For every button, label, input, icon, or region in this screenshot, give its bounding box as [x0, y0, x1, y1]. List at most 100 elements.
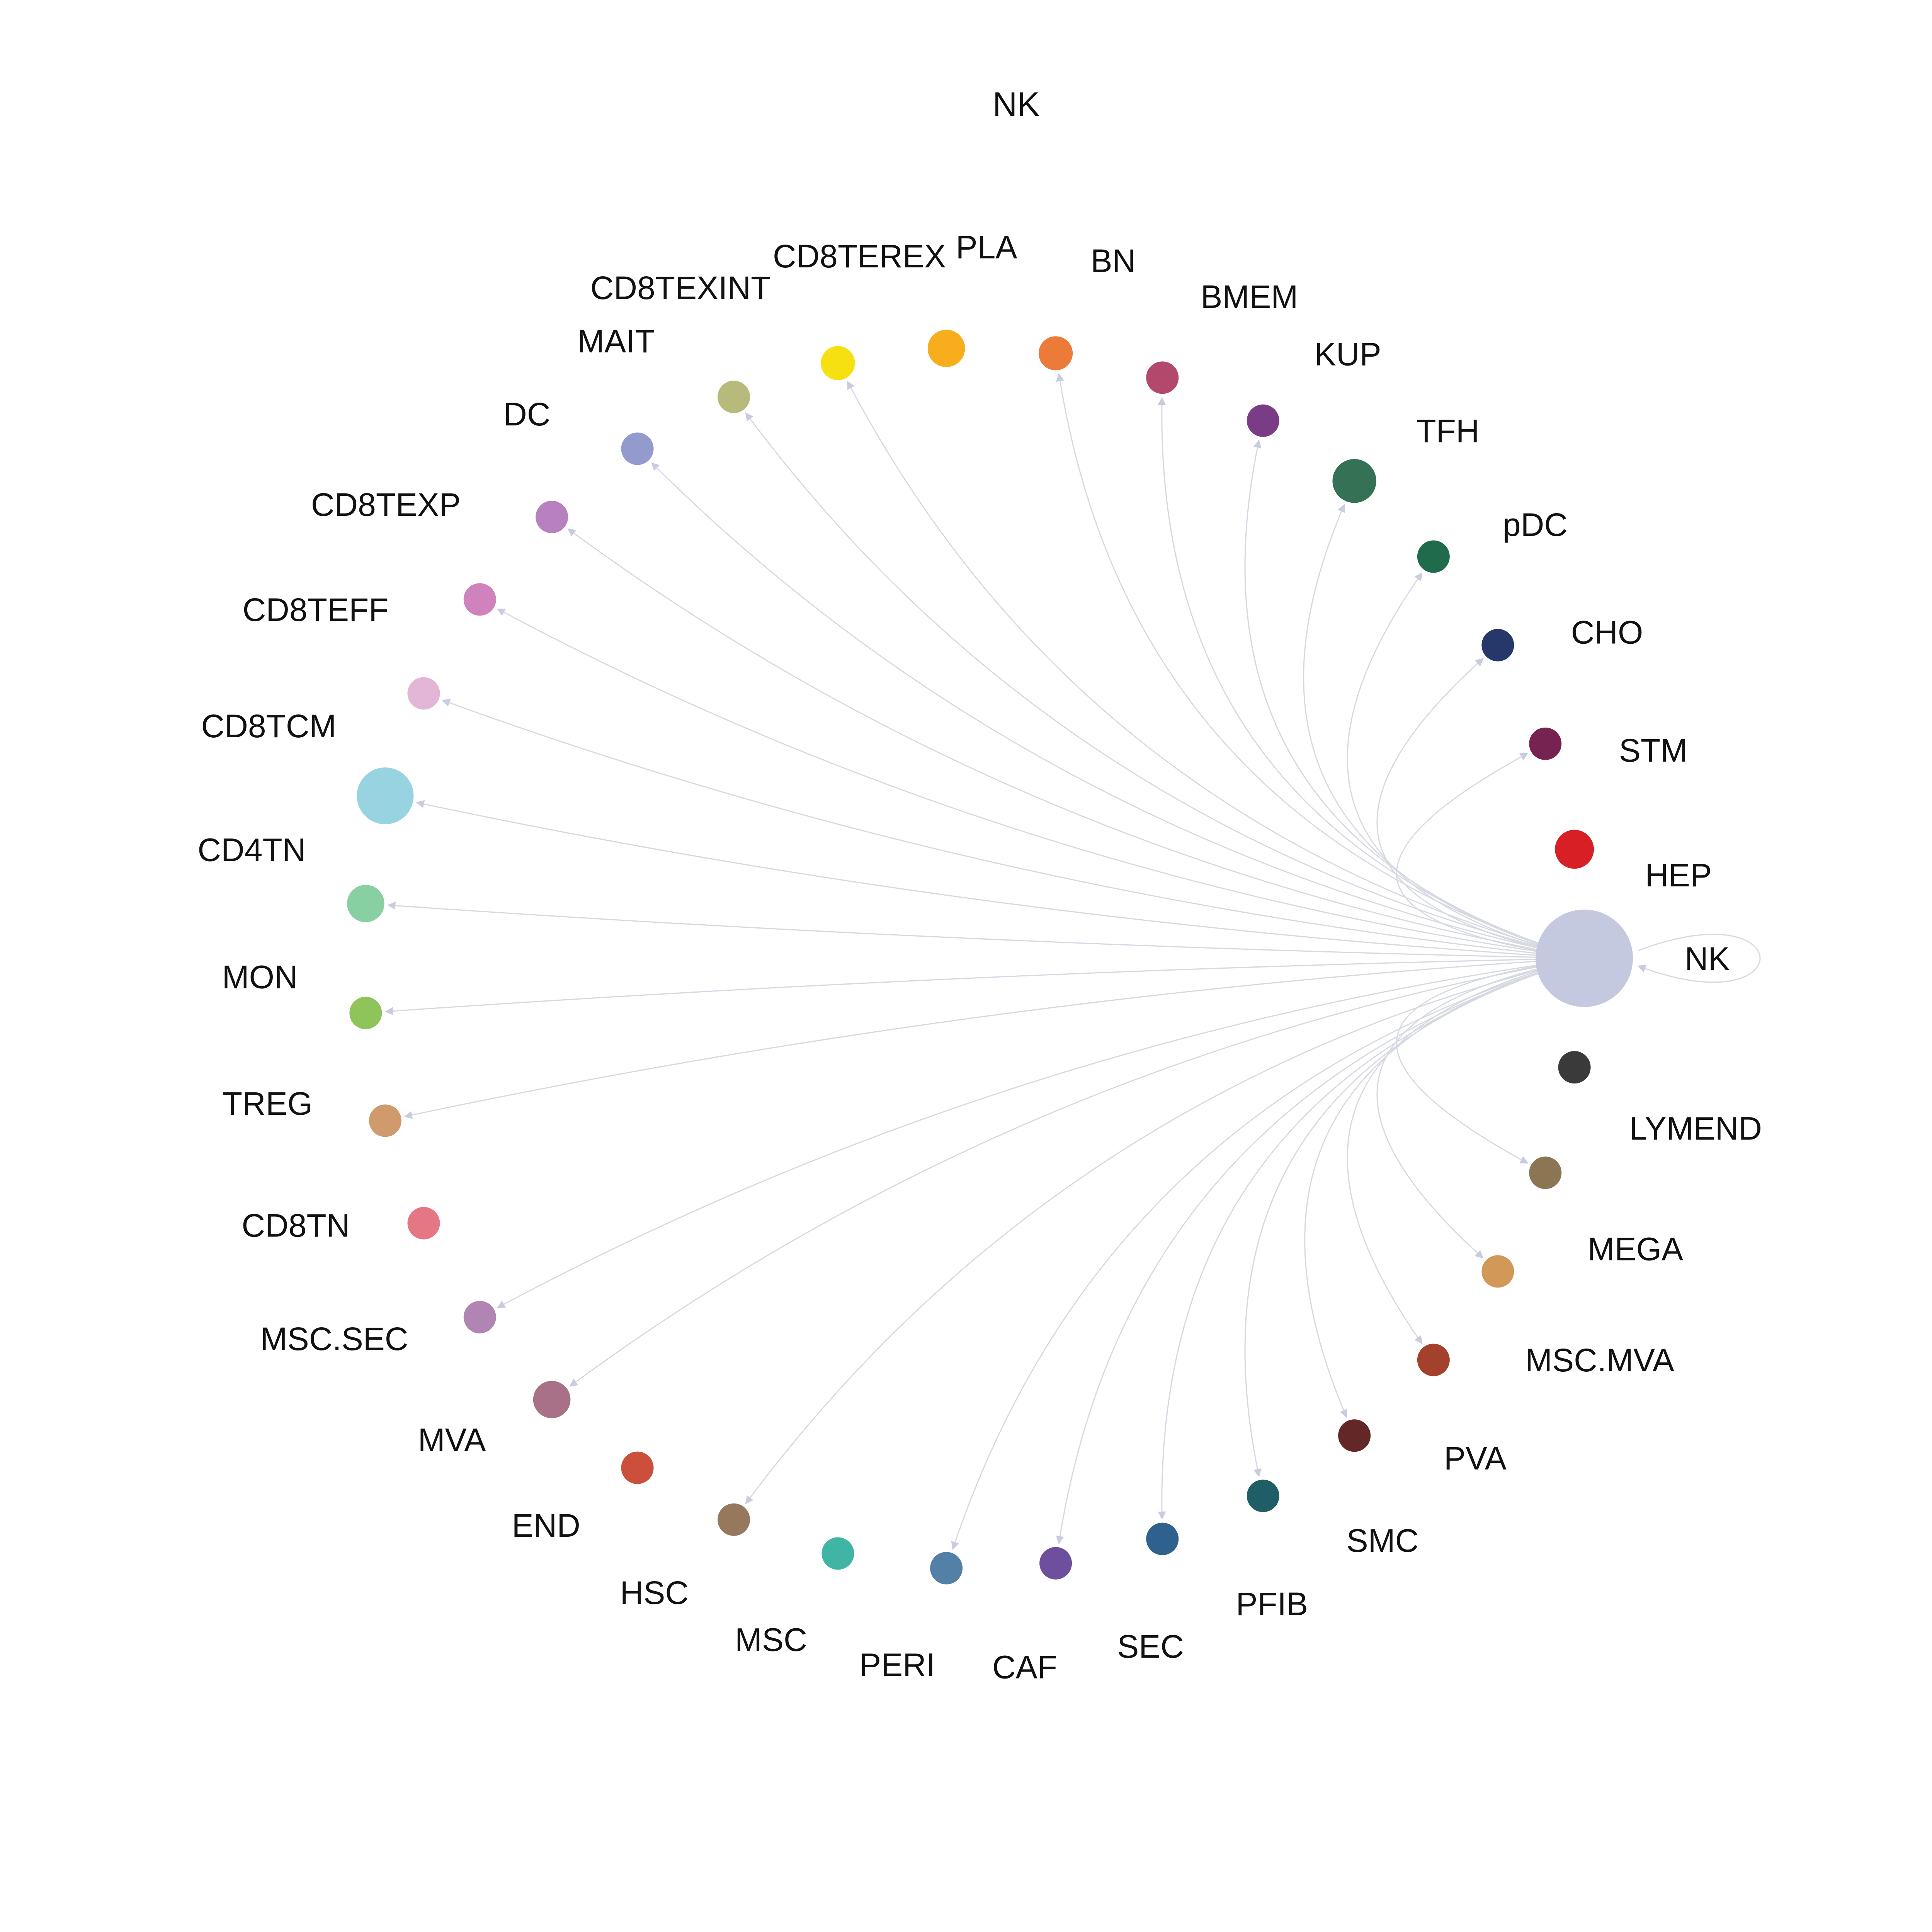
edge-nk-to-pva — [1347, 957, 1585, 1344]
node-end — [621, 1451, 654, 1484]
node-hsc — [718, 1503, 750, 1536]
label-msc-sec: MSC.SEC — [260, 1321, 408, 1357]
edge-nk-to-nk — [1638, 934, 1761, 983]
node-msc-sec — [463, 1301, 496, 1333]
label-end: END — [512, 1507, 580, 1544]
edges-layer — [385, 373, 1761, 1550]
node-dc — [536, 500, 568, 533]
edge-nk-to-cd8texint — [745, 412, 1585, 959]
label-bn: BN — [1091, 243, 1136, 279]
edge-nk-to-cd8tcm — [416, 800, 1585, 959]
node-pdc — [1417, 540, 1450, 573]
label-mva: MVA — [418, 1422, 486, 1458]
node-mva — [533, 1381, 571, 1418]
node-msc — [821, 1537, 854, 1570]
node-cd8texint — [718, 381, 750, 413]
node-caf — [1039, 1547, 1072, 1580]
label-mon: MON — [222, 959, 298, 995]
node-peri — [930, 1552, 963, 1585]
label-cd4tn: CD4TN — [197, 832, 306, 868]
node-smc — [1338, 1419, 1371, 1452]
node-treg — [369, 1104, 401, 1137]
label-lymend: LYMEND — [1629, 1111, 1762, 1147]
edge-nk-to-pdc — [1347, 572, 1585, 959]
label-cd8teff: CD8TEFF — [243, 592, 389, 628]
edge-nk-to-mon — [385, 957, 1585, 1015]
label-cd8tn: CD8TN — [242, 1208, 350, 1244]
edge-nk-to-bn — [1056, 373, 1585, 959]
label-pdc: pDC — [1503, 507, 1568, 543]
edge-nk-to-hsc — [745, 957, 1585, 1504]
node-nk — [1536, 910, 1633, 1007]
edge-nk-to-msc-sec — [497, 957, 1585, 1308]
node-cd8tn — [407, 1207, 440, 1240]
label-smc: SMC — [1347, 1522, 1419, 1559]
label-treg: TREG — [223, 1085, 313, 1122]
node-mon — [349, 997, 382, 1029]
label-hsc: HSC — [620, 1575, 689, 1611]
labels-layer: NK LYMEND MEGA MSC.MVA PVA SMC PFIB SEC CAF PERI M… — [197, 229, 1762, 1685]
edge-nk-to-cho — [1376, 658, 1585, 959]
node-cd8tcm — [357, 767, 414, 825]
node-lymend — [1558, 1051, 1591, 1084]
edge-nk-to-tfh — [1303, 504, 1585, 959]
edge-nk-to-sec — [1158, 957, 1585, 1520]
node-pva — [1417, 1344, 1450, 1376]
node-bmem — [1146, 361, 1179, 394]
edge-nk-to-kup — [1244, 439, 1585, 959]
edge-nk-to-cd8terex — [847, 381, 1585, 959]
label-hep: HEP — [1645, 857, 1712, 893]
edge-nk-to-caf — [1056, 957, 1585, 1544]
edge-nk-to-pfib — [1244, 957, 1585, 1477]
label-kup: KUP — [1315, 336, 1381, 372]
edge-nk-to-mait — [651, 462, 1585, 959]
node-pla — [927, 330, 965, 367]
label-tfh: TFH — [1416, 413, 1479, 449]
diagram-title: NK — [993, 85, 1040, 123]
label-cd8texint: CD8TEXINT — [590, 270, 771, 306]
label-peri: PERI — [859, 1646, 935, 1683]
edge-nk-to-cd8teff — [442, 699, 1585, 959]
label-dc: DC — [503, 396, 550, 432]
node-pfib — [1247, 1480, 1279, 1512]
label-pfib: PFIB — [1236, 1586, 1308, 1622]
label-pla: PLA — [956, 229, 1017, 265]
nodes-layer — [347, 330, 1633, 1585]
edge-nk-to-peri — [951, 957, 1585, 1550]
label-nk: NK — [1685, 940, 1730, 977]
label-cho: CHO — [1571, 614, 1643, 650]
label-caf: CAF — [992, 1649, 1057, 1685]
label-bmem: BMEM — [1201, 279, 1298, 315]
label-mega: MEGA — [1588, 1231, 1683, 1267]
edge-nk-to-stm — [1396, 753, 1585, 959]
edge-nk-to-msc-mva — [1376, 957, 1585, 1259]
label-stm: STM — [1619, 732, 1687, 769]
label-cd8tcm: CD8TCM — [201, 708, 337, 744]
node-stm — [1529, 727, 1562, 760]
node-msc-mva — [1481, 1255, 1514, 1288]
label-cd8terex: CD8TEREX — [773, 238, 946, 274]
edge-nk-to-treg — [404, 957, 1585, 1119]
node-kup — [1247, 404, 1279, 437]
label-msc-mva: MSC.MVA — [1525, 1342, 1674, 1378]
node-cd4tn — [347, 885, 384, 922]
node-cho — [1481, 629, 1514, 662]
node-mega — [1529, 1156, 1562, 1189]
label-mait: MAIT — [577, 323, 655, 359]
node-cd8teff — [407, 677, 440, 710]
label-msc: MSC — [735, 1622, 807, 1658]
label-pva: PVA — [1444, 1440, 1507, 1476]
edge-nk-to-dc — [567, 528, 1585, 959]
node-mait — [621, 432, 654, 465]
node-sec — [1146, 1522, 1179, 1555]
label-sec: SEC — [1117, 1628, 1184, 1665]
node-cd8texp — [463, 583, 496, 616]
label-cd8texp: CD8TEXP — [311, 486, 461, 523]
node-cd8terex — [821, 346, 855, 380]
edge-nk-to-cd8texp — [497, 608, 1585, 959]
node-tfh — [1332, 459, 1376, 503]
node-bn — [1038, 336, 1073, 371]
edge-nk-to-mva — [569, 957, 1585, 1387]
edge-nk-to-cd4tn — [387, 901, 1585, 959]
